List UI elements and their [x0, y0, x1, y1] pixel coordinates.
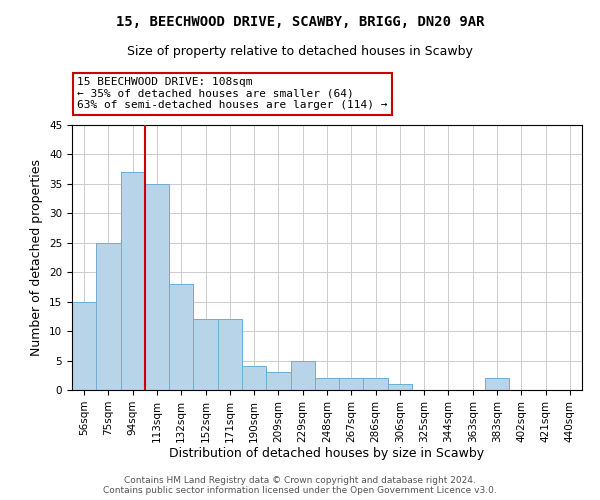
Bar: [193, 320, 218, 390]
Bar: [72, 302, 96, 390]
Bar: [339, 378, 364, 390]
Bar: [485, 378, 509, 390]
Bar: [145, 184, 169, 390]
Bar: [242, 366, 266, 390]
Y-axis label: Number of detached properties: Number of detached properties: [31, 159, 43, 356]
Bar: [169, 284, 193, 390]
Bar: [266, 372, 290, 390]
Text: 15 BEECHWOOD DRIVE: 108sqm
← 35% of detached houses are smaller (64)
63% of semi: 15 BEECHWOOD DRIVE: 108sqm ← 35% of deta…: [77, 78, 388, 110]
Bar: [218, 320, 242, 390]
Text: Size of property relative to detached houses in Scawby: Size of property relative to detached ho…: [127, 45, 473, 58]
X-axis label: Distribution of detached houses by size in Scawby: Distribution of detached houses by size …: [169, 448, 485, 460]
Text: 15, BEECHWOOD DRIVE, SCAWBY, BRIGG, DN20 9AR: 15, BEECHWOOD DRIVE, SCAWBY, BRIGG, DN20…: [116, 15, 484, 29]
Bar: [388, 384, 412, 390]
Bar: [121, 172, 145, 390]
Bar: [290, 360, 315, 390]
Bar: [315, 378, 339, 390]
Bar: [96, 243, 121, 390]
Bar: [364, 378, 388, 390]
Text: Contains HM Land Registry data © Crown copyright and database right 2024.
Contai: Contains HM Land Registry data © Crown c…: [103, 476, 497, 495]
